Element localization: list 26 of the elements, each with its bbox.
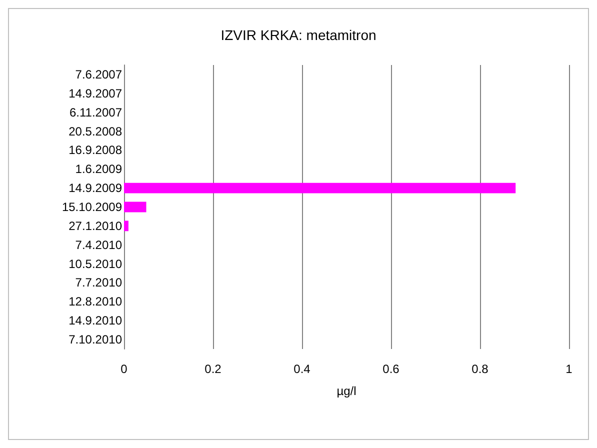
x-axis-title: µg/l <box>336 384 356 398</box>
y-tick-label: 14.9.2007 <box>68 86 122 100</box>
x-tick-label: 0.6 <box>382 362 400 376</box>
y-tick-label: 10.5.2010 <box>68 256 122 271</box>
y-tick-label: 20.5.2008 <box>68 124 122 138</box>
x-tick-label: 0.2 <box>204 362 222 376</box>
y-tick-label: 15.10.2009 <box>62 200 122 214</box>
y-tick-label: 6.11.2007 <box>70 105 122 120</box>
y-tick-label: 16.9.2008 <box>68 143 122 158</box>
y-tick-label: 14.9.2010 <box>68 314 122 328</box>
y-tick-label: 7.6.2007 <box>75 67 122 82</box>
y-tick-label: 7.7.2010 <box>75 276 122 290</box>
y-tick-label: 7.10.2010 <box>68 332 122 347</box>
y-tick-label: 12.8.2010 <box>68 294 122 309</box>
x-tick-label: 0.4 <box>294 362 311 376</box>
x-tick-label: 0.8 <box>472 362 489 376</box>
bar <box>124 182 516 194</box>
y-tick-label: 1.6.2009 <box>75 162 122 176</box>
bar <box>124 202 146 212</box>
x-tick-label: 0 <box>120 362 128 376</box>
y-tick-label: 27.1.2010 <box>68 218 122 233</box>
x-tick-label: 1 <box>566 362 573 376</box>
bar <box>124 220 128 232</box>
chart-title: IZVIR KRKA: metamitron <box>220 27 376 43</box>
y-tick-label: 7.4.2010 <box>75 238 122 252</box>
y-tick-label: 14.9.2009 <box>68 181 122 196</box>
